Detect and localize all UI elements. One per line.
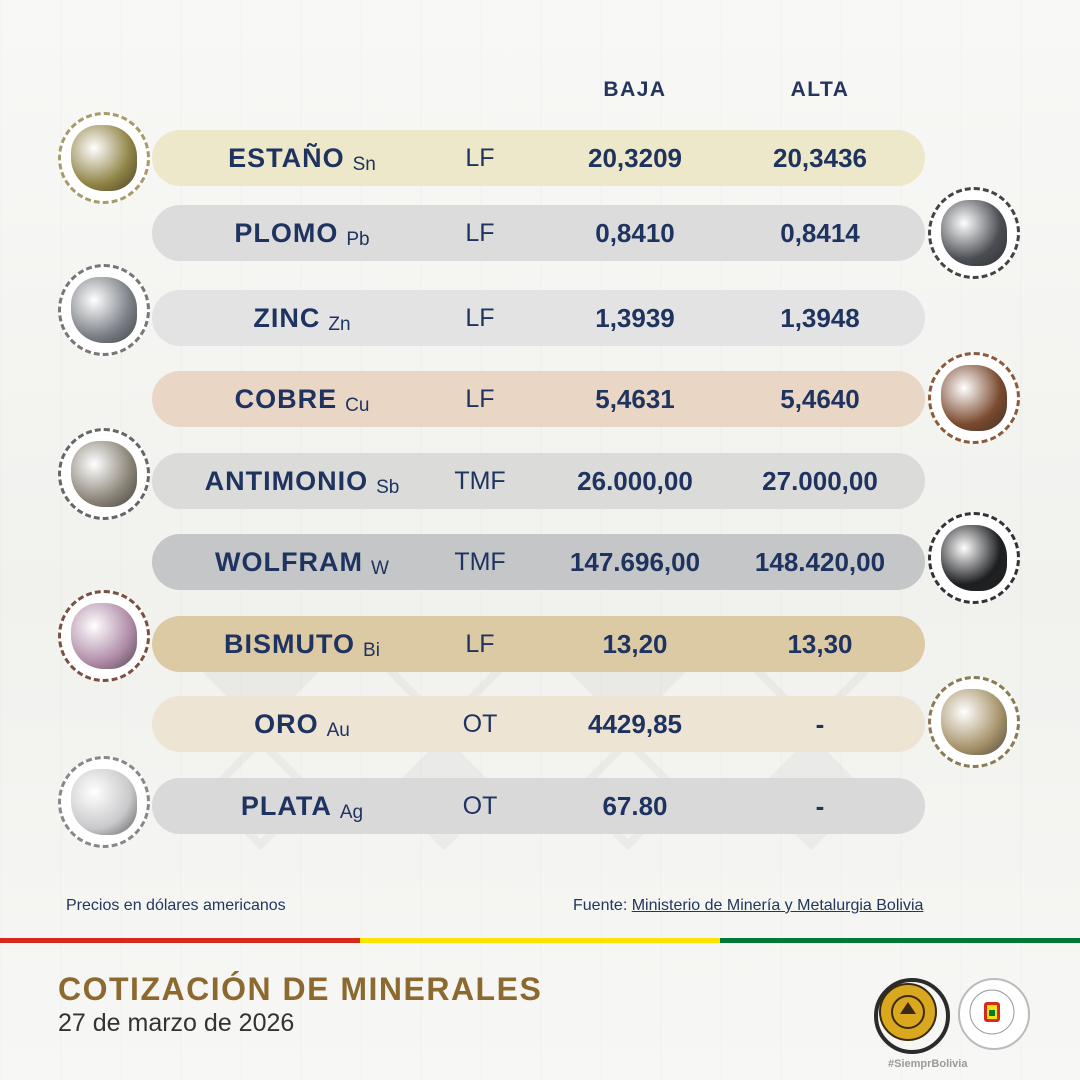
mineral-name: PLATA Ag	[240, 791, 364, 823]
mineral-name: ORO Au	[254, 709, 350, 741]
price-alta: 27.000,00	[762, 466, 878, 496]
mineral-name: ESTAÑO Sn	[228, 143, 376, 175]
price-baja: 20,3209	[588, 143, 682, 173]
zinc-ore-image	[58, 264, 150, 356]
price-baja: 4429,85	[588, 709, 682, 739]
lead-ore-image	[928, 187, 1020, 279]
price-baja: 147.696,00	[569, 547, 701, 577]
price-baja: 13,20	[602, 629, 668, 659]
mineral-unit: LF	[465, 219, 495, 247]
silver-ore-image	[58, 756, 150, 848]
header-baja: BAJA	[603, 78, 667, 101]
currency-note: Precios en dólares americanos	[66, 897, 286, 914]
comibol-logo	[874, 978, 950, 1054]
flag-stripe-yellow	[360, 938, 720, 943]
mineral-symbol: Sn	[352, 154, 376, 175]
source-link[interactable]: Ministerio de Minería y Metalurgia Boliv…	[631, 897, 924, 914]
mineral-name: BISMUTO Bi	[224, 629, 380, 661]
mineral-unit: LF	[465, 304, 495, 332]
page-title: COTIZACIÓN DE MINERALES	[58, 971, 543, 1007]
flag-stripe-red	[0, 938, 360, 943]
presidencia-logo	[958, 978, 1030, 1050]
price-baja: 5,4631	[595, 384, 675, 414]
bismuth-ore-image	[58, 590, 150, 682]
coat-of-arms-icon	[969, 989, 1015, 1035]
gold-ore-image	[928, 676, 1020, 768]
mineral-unit: LF	[465, 630, 495, 658]
copper-ore-image	[928, 352, 1020, 444]
table-row: ZINC Zn LF 1,3939 1,3948	[152, 290, 925, 346]
mineral-unit: TMF	[454, 467, 506, 495]
tungsten-ore-image	[928, 512, 1020, 604]
mineral-symbol: Pb	[346, 229, 370, 250]
table-row: ORO Au OT 4429,85 -	[152, 696, 925, 752]
table-row: WOLFRAM W TMF 147.696,00 148.420,00	[152, 534, 925, 590]
table-row: ANTIMONIO Sb TMF 26.000,00 27.000,00	[152, 453, 925, 509]
mineral-name: ZINC Zn	[253, 303, 351, 335]
mineral-unit: OT	[462, 792, 498, 820]
price-baja: 26.000,00	[577, 466, 693, 496]
table-row: COBRE Cu LF 5,4631 5,4640	[152, 371, 925, 427]
comibol-emblem-icon	[879, 983, 937, 1041]
mineral-unit: LF	[465, 144, 495, 172]
mineral-symbol: Au	[326, 720, 350, 741]
mineral-name: WOLFRAM W	[215, 547, 389, 579]
mineral-symbol: Ag	[339, 802, 364, 823]
price-alta: 20,3436	[773, 143, 867, 173]
hashtag: #SiemprBolivia	[888, 1058, 968, 1070]
price-alta: 0,8414	[780, 218, 860, 248]
page-date: 27 de marzo de 2026	[58, 1009, 295, 1037]
price-alta: 148.420,00	[754, 547, 886, 577]
table-row: PLOMO Pb LF 0,8410 0,8414	[152, 205, 925, 261]
mineral-symbol: Cu	[345, 395, 370, 416]
mineral-name: COBRE Cu	[234, 384, 370, 416]
mineral-name: PLOMO Pb	[234, 218, 370, 250]
mineral-symbol: W	[371, 558, 389, 579]
flag-stripe-green	[720, 938, 1080, 943]
price-baja: 0,8410	[595, 218, 675, 248]
table-row: ESTAÑO Sn LF 20,3209 20,3436	[152, 130, 925, 186]
price-alta: -	[815, 791, 825, 821]
price-baja: 1,3939	[595, 303, 675, 333]
price-baja: 67.80	[602, 791, 668, 821]
mineral-unit: LF	[465, 385, 495, 413]
mineral-symbol: Sb	[376, 477, 400, 498]
table-row: BISMUTO Bi LF 13,20 13,30	[152, 616, 925, 672]
antimony-ore-image	[58, 428, 150, 520]
source-label: Fuente:	[573, 897, 628, 914]
mineral-unit: OT	[462, 710, 498, 738]
mineral-symbol: Bi	[363, 640, 380, 661]
price-alta: 13,30	[787, 629, 853, 659]
price-alta: 1,3948	[780, 303, 860, 333]
price-alta: 5,4640	[780, 384, 860, 414]
mineral-name: ANTIMONIO Sb	[204, 466, 400, 498]
table-row: PLATA Ag OT 67.80 -	[152, 778, 925, 834]
mineral-symbol: Zn	[328, 314, 351, 335]
source-note: Fuente: Ministerio de Minería y Metalurg…	[573, 897, 923, 915]
header-alta: ALTA	[790, 78, 850, 101]
price-alta: -	[815, 709, 825, 739]
tin-ore-image	[58, 112, 150, 204]
mineral-unit: TMF	[454, 548, 506, 576]
